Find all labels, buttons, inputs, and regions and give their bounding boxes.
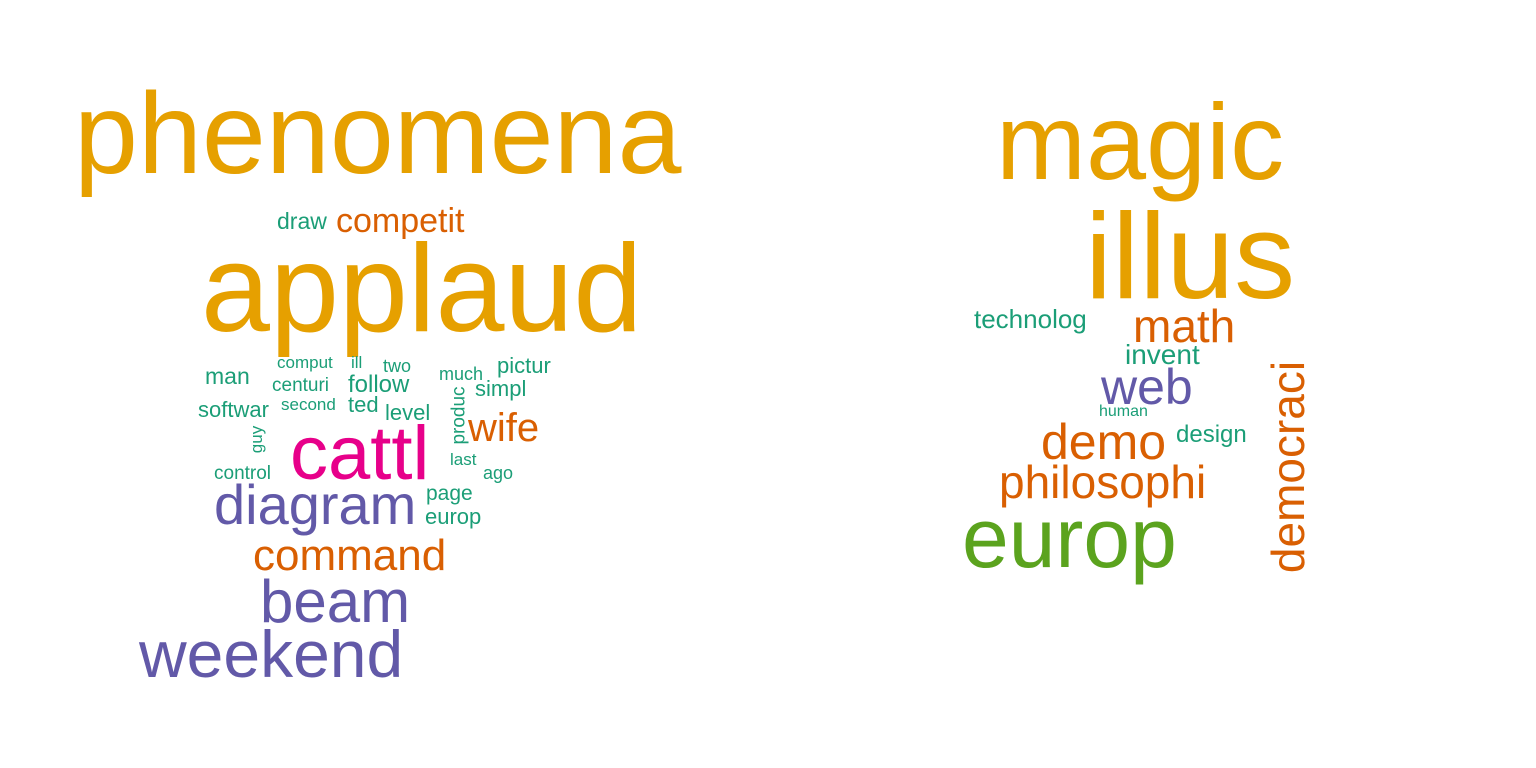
word-second: second	[281, 395, 336, 414]
word-diagram: diagram	[214, 473, 417, 536]
word-follow: follow	[348, 371, 410, 398]
word-pictur: pictur	[497, 353, 551, 378]
word-demo: demo	[1041, 414, 1167, 470]
word-applaud: applaud	[201, 220, 643, 358]
word-invent: invent	[1125, 339, 1200, 370]
word-two: two	[383, 356, 412, 376]
word-ted: ted	[348, 392, 379, 417]
word-web: web	[1101, 359, 1193, 415]
word-competit: competit	[336, 202, 465, 240]
word-centuri: centuri	[272, 375, 330, 396]
word-math: math	[1133, 300, 1236, 352]
word-man: man	[205, 363, 250, 389]
word-control: control	[214, 463, 272, 484]
word-philosophi: philosophi	[999, 456, 1207, 508]
word-cloud-right: magic illus technolog math invent web de…	[768, 0, 1536, 768]
word-comput: comput	[277, 353, 333, 372]
word-page: page	[426, 482, 473, 505]
word-beam: beam	[260, 568, 411, 635]
word-cattl: cattl	[290, 411, 430, 496]
word-europ-left: europ	[425, 504, 482, 529]
word-simpl: simpl	[475, 376, 527, 401]
word-human: human	[1099, 403, 1148, 420]
word-illus: illus	[1085, 188, 1296, 324]
word-command: command	[253, 531, 447, 580]
word-ago: ago	[483, 463, 514, 483]
word-last: last	[450, 450, 477, 469]
word-democraci: democraci	[1262, 360, 1315, 574]
word-much: much	[439, 364, 484, 384]
word-europ-right: europ	[962, 491, 1177, 585]
word-cloud-left: phenomena draw competit applaud man comp…	[74, 70, 682, 691]
word-ill: ill	[351, 353, 363, 372]
word-guy: guy	[247, 425, 267, 454]
word-phenomena: phenomena	[74, 70, 682, 198]
word-level: level	[385, 400, 431, 425]
word-produc: produc	[448, 386, 470, 445]
word-softwar: softwar	[198, 397, 269, 422]
word-wife: wife	[468, 406, 540, 450]
word-draw: draw	[277, 208, 327, 234]
word-magic: magic	[996, 81, 1285, 202]
word-weekend: weekend	[139, 617, 404, 691]
word-design: design	[1176, 421, 1247, 448]
word-technolog: technolog	[974, 304, 1087, 334]
